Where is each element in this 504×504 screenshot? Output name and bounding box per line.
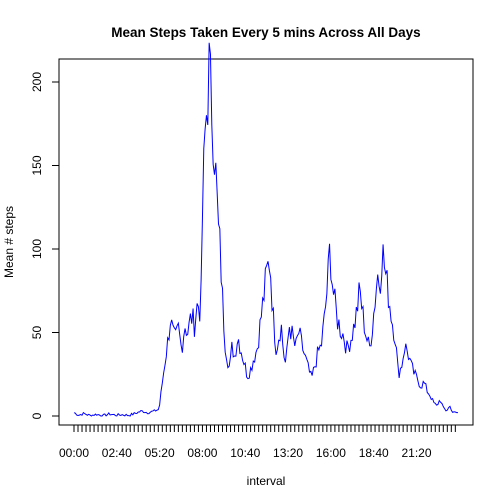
x-axis-label: interval	[247, 474, 286, 488]
chart-title: Mean Steps Taken Every 5 mins Across All…	[111, 25, 420, 40]
x-tick-label: 13:20	[273, 446, 303, 460]
x-tick-label: 02:40	[102, 446, 132, 460]
x-tick-label: 16:00	[316, 446, 346, 460]
series-line-mean-steps	[73, 42, 458, 417]
x-tick-label: 21:20	[402, 446, 432, 460]
y-tick-label: 50	[30, 326, 44, 340]
y-tick-label: 100	[30, 239, 44, 259]
x-tick-label: 05:20	[145, 446, 175, 460]
x-tick-label: 10:40	[230, 446, 260, 460]
y-axis: 0 50 100 150 200	[30, 72, 60, 419]
y-tick-label: 0	[30, 412, 44, 419]
x-tick-label: 00:00	[59, 446, 89, 460]
y-tick-label: 200	[30, 72, 44, 92]
plot-box	[58, 58, 474, 426]
x-tick-label: 18:40	[359, 446, 389, 460]
x-tick-label: 08:00	[187, 446, 217, 460]
y-tick-label: 150	[30, 155, 44, 175]
x-axis: 00:00 02:40 05:20 08:00 10:40 13:20 16:00 18:40…	[59, 424, 458, 460]
y-axis-label: Mean # steps	[2, 206, 16, 278]
